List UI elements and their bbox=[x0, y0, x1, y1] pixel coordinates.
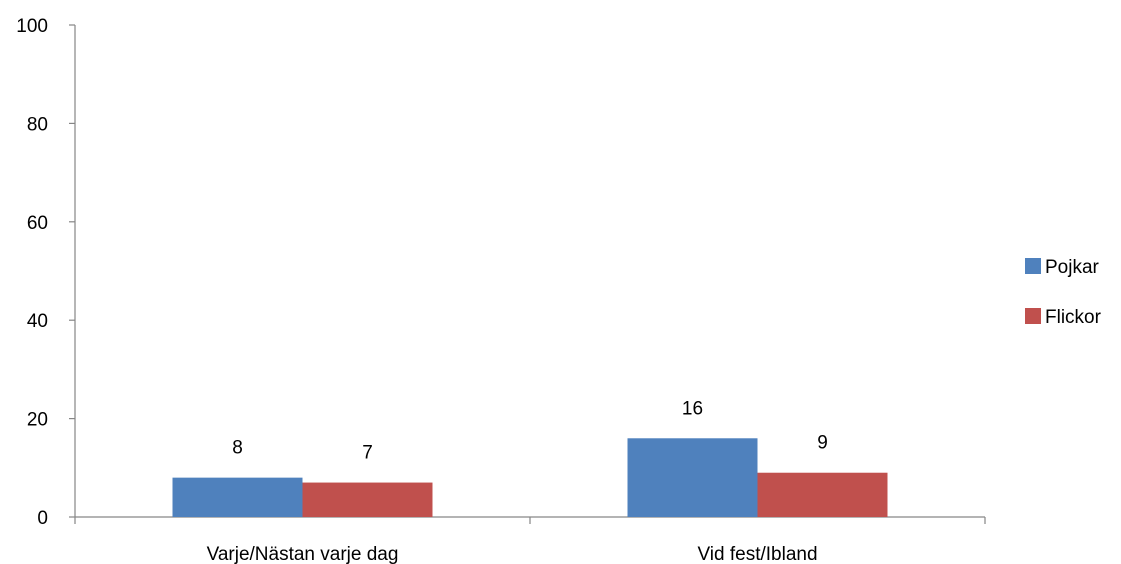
y-axis: 0 20 40 60 80 100 bbox=[16, 16, 76, 529]
data-label: 8 bbox=[232, 438, 243, 459]
bar-flickor bbox=[757, 472, 888, 517]
legend-label: Flickor bbox=[1045, 307, 1102, 328]
data-labels: 8 7 16 9 bbox=[232, 398, 828, 463]
bar-pojkar bbox=[172, 477, 303, 517]
y-tick-label: 0 bbox=[37, 508, 48, 529]
data-label: 16 bbox=[682, 398, 703, 419]
legend-swatch-pojkar bbox=[1025, 258, 1041, 274]
legend-label: Pojkar bbox=[1045, 257, 1100, 278]
x-category-label: Varje/Nästan varje dag bbox=[207, 544, 399, 564]
bars bbox=[172, 438, 888, 517]
y-tick-label: 60 bbox=[27, 213, 48, 234]
y-tick-label: 80 bbox=[27, 114, 48, 135]
y-tick-label: 20 bbox=[27, 410, 48, 431]
legend-swatch-flickor bbox=[1025, 308, 1041, 324]
bar-flickor bbox=[302, 482, 433, 517]
legend: Pojkar Flickor bbox=[1025, 257, 1102, 328]
data-label: 7 bbox=[362, 443, 373, 464]
y-tick-label: 100 bbox=[16, 16, 48, 37]
data-label: 9 bbox=[817, 433, 828, 454]
bar-pojkar bbox=[627, 438, 758, 517]
x-axis: Varje/Nästan varje dag Vid fest/Ibland bbox=[74, 516, 986, 564]
x-category-label: Vid fest/Ibland bbox=[697, 544, 817, 564]
y-tick-label: 40 bbox=[27, 311, 48, 332]
